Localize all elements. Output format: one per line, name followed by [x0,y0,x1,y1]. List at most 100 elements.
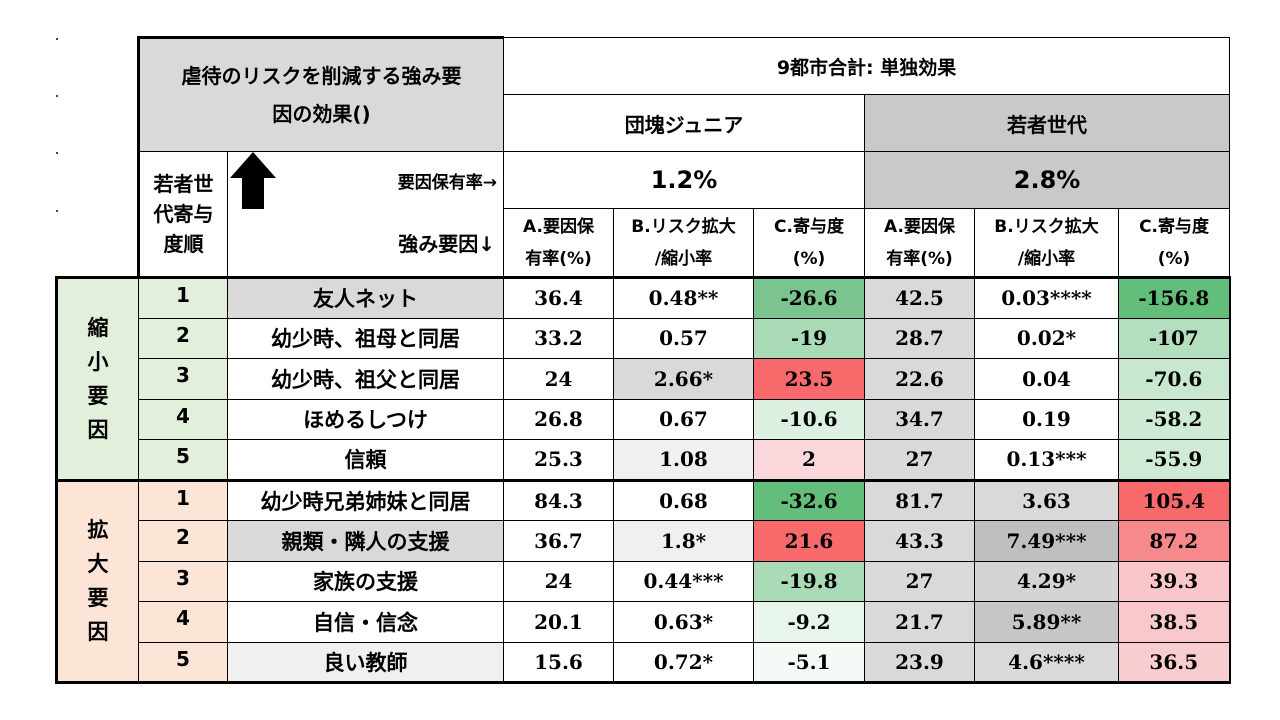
value-cell: 1.8* [613,520,754,562]
rate-label: 要因保有率→ [397,172,497,193]
rank-cell: 3 [138,560,228,602]
value-cell: -26.6 [753,276,865,319]
table-row: 2 親類・隣人の支援 36.7 1.8* 21.6 43.3 7.49*** 87.2 [57,520,1231,562]
value-cell: 0.72* [613,641,754,684]
table-row: 4 自信・信念 20.1 0.63* -9.2 21.7 5.89** 38.5 [57,601,1231,643]
value-cell: 26.8 [503,398,614,440]
table-title: 虐待のリスクを削減する強み要 因の効果() [137,36,504,152]
value-cell: 21.6 [753,520,865,562]
rank-cell: 5 [138,641,228,684]
value-cell: -58.2 [1117,398,1231,440]
value-cell: 81.7 [864,478,975,521]
factor-name: 幼少時、祖母と同居 [227,317,504,359]
col-header-c1: C.寄与度 (%) [753,208,865,279]
group-name-young: 若者世代 [863,94,1231,152]
value-cell: -55.9 [1117,439,1231,481]
rank-cell: 4 [138,601,228,643]
value-cell: 0.68 [613,478,754,521]
up-arrow-icon [230,152,276,209]
col-header-line: (%) [1157,248,1191,269]
value-cell: 0.67 [613,398,754,440]
value-cell: 42.5 [864,276,975,319]
rank-cell: 1 [138,478,228,521]
rank-header-line: 代寄与 [153,202,214,226]
col-header-line: (%) [792,248,826,269]
table-title-line: 虐待のリスクを削減する強み要 [181,64,462,88]
rank-header: 若者世 代寄与 度順 [137,151,228,279]
factor-name: 幼少時、祖父と同居 [227,358,504,400]
category-char: 小 [87,349,109,374]
rank-cell: 4 [138,398,228,440]
factor-name: 信頼 [227,439,504,481]
col-header-line: C.寄与度 [774,216,844,237]
col-header-a1: A.要因保有率(%) [503,208,614,279]
rate-young: 2.8% [863,151,1231,209]
factor-name: ほめるしつけ [227,398,504,440]
value-cell: 27 [864,439,975,481]
col-header-line: 有率(%) [525,248,592,269]
value-cell: 27 [864,560,975,602]
value-cell: 0.48** [613,276,754,319]
value-cell: 0.63* [613,601,754,643]
value-cell: -9.2 [753,601,865,643]
category-char: 因 [87,620,109,645]
value-cell: 39.3 [1117,560,1231,602]
rate-label-cell: 要因保有率→ [227,151,504,209]
value-cell: 21.7 [864,601,975,643]
value-cell: 36.4 [503,276,614,319]
value-cell: 36.7 [503,520,614,562]
value-cell: 43.3 [864,520,975,562]
col-header-line: B.リスク拡大 [994,216,1099,237]
category-char: 拡 [87,518,109,543]
value-cell: 0.03**** [974,276,1119,319]
rate-dankai: 1.2% [503,151,865,209]
table-title-line: 因の効果() [272,102,371,126]
col-header-line: /縮小率 [1017,248,1076,269]
factor-name: 良い教師 [227,641,504,684]
col-header-line: B.リスク拡大 [631,216,736,237]
strength-factor-table: 虐待のリスクを削減する強み要 因の効果() 9都市合計: 単独効果 団塊ジュニア… [55,36,1231,684]
value-cell: 38.5 [1117,601,1231,643]
rank-header-line: 度順 [163,232,204,256]
category-label: 縮小要因 [55,276,139,482]
category-char: 大 [87,552,109,577]
category-char: 要 [87,383,109,408]
factor-name: 幼少時兄弟姉妹と同居 [227,478,504,521]
value-cell: 23.9 [864,641,975,684]
value-cell: 7.49*** [974,520,1119,562]
value-cell: 5.89** [974,601,1119,643]
value-cell: 2.66* [613,358,754,400]
value-cell: -107 [1117,317,1231,359]
col-header-a2: A.要因保 有率(%) [864,208,975,279]
category-label: 拡大要因 [55,478,139,684]
value-cell: 0.19 [974,398,1119,440]
factor-label: 強み要因↓ [398,231,495,256]
table-row: 拡大要因 1 幼少時兄弟姉妹と同居 84.3 0.68 -32.6 81.7 3.63 105.… [55,478,1231,684]
col-header-c2: C.寄与度 (%) [1117,208,1231,279]
value-cell: 22.6 [864,358,975,400]
value-cell: 0.13*** [974,439,1119,481]
value-cell: 3.63 [974,478,1119,521]
table-row: 2 幼少時、祖母と同居 33.2 0.57 -19 28.7 0.02* -107 [57,317,1231,359]
value-cell: -5.1 [753,641,865,684]
factor-name: 友人ネット [227,276,504,319]
table-row: 5 良い教師 15.6 0.72* -5.1 23.9 4.6**** 36.5 [57,641,1231,684]
value-cell: 24 [503,358,614,400]
factor-label-cell: 強み要因↓ [227,208,504,279]
value-cell: 87.2 [1117,520,1231,562]
corner-blank [56,37,139,279]
table-row: 縮小要因 1 友人ネット 36.4 0.48** -26.6 42.5 0.03**** -15… [55,276,1231,482]
rank-cell: 5 [138,439,228,481]
top-header: 9都市合計: 単独効果 [502,37,1231,95]
factor-name: 家族の支援 [227,560,504,602]
value-cell: -10.6 [753,398,865,440]
rank-cell: 2 [138,317,228,359]
rank-header-line: 若者世 [153,172,214,196]
col-header-b2: B.リスク拡大/縮小率 [974,208,1119,279]
col-header-line: A.要因保 [523,216,594,237]
value-cell: 20.1 [503,601,614,643]
value-cell: 24 [503,560,614,602]
category-char: 因 [87,417,109,442]
value-cell: 25.3 [503,439,614,481]
col-header-line: /縮小率 [654,248,713,269]
